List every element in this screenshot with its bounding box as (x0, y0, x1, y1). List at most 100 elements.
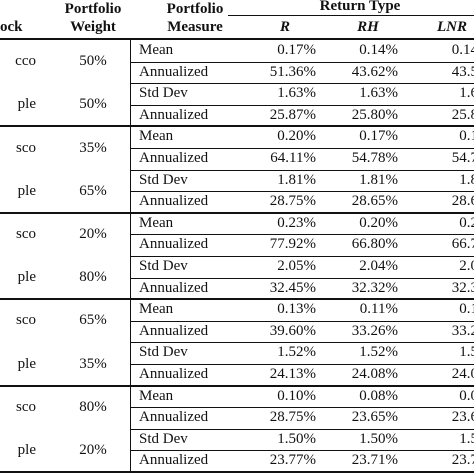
value-r: 23.77% (269, 452, 316, 469)
value-r: 1.52% (277, 344, 316, 361)
value-rh: 25.80% (351, 106, 398, 123)
value-lnr: 23.7 (451, 452, 474, 469)
header-stock: ock (0, 19, 23, 35)
portfolio-weight: 80% (79, 398, 107, 415)
measure-label: Annualized (139, 106, 209, 123)
row-rule (130, 320, 474, 322)
value-r: 25.87% (269, 106, 316, 123)
measure-column-rule (130, 40, 131, 472)
value-lnr: 0.1 (459, 301, 474, 318)
measure-label: Mean (139, 301, 174, 318)
measure-label: Annualized (139, 63, 209, 80)
value-rh: 0.08% (359, 387, 398, 404)
value-r: 0.17% (277, 42, 316, 58)
group-rule (0, 211, 474, 214)
row-rule (130, 364, 474, 365)
measure-label: Mean (139, 42, 174, 58)
value-rh: 66.80% (351, 236, 398, 253)
value-r: 64.11% (270, 150, 316, 166)
value-r: 0.20% (277, 128, 316, 145)
value-rh: 33.26% (351, 322, 398, 339)
measure-label: Std Dev (139, 258, 188, 274)
value-lnr: 66.7 (451, 236, 474, 253)
value-rh: 28.65% (351, 193, 398, 210)
header-weight-line2: Weight (70, 19, 116, 35)
portfolio-weight: 35% (79, 139, 107, 156)
value-rh: 1.52% (359, 344, 398, 361)
value-r: 28.75% (269, 409, 316, 426)
measure-label: Std Dev (139, 344, 188, 361)
value-lnr: 0.1 (459, 128, 474, 145)
value-r: 51.36% (269, 63, 316, 80)
value-rh: 0.14% (359, 42, 398, 58)
value-rh: 23.65% (351, 409, 398, 426)
value-lnr: 25.8 (451, 106, 474, 123)
value-lnr: 28.6 (451, 193, 474, 210)
measure-label: Annualized (139, 193, 209, 210)
value-r: 24.13% (269, 366, 316, 382)
return-type-underline (228, 15, 474, 16)
stock-name: cco (15, 53, 36, 70)
value-r: 77.92% (269, 236, 316, 253)
stock-name: ple (17, 441, 36, 458)
header-measure-line1: Portfolio (166, 1, 224, 17)
stock-name: sco (16, 312, 36, 329)
value-lnr: 0.0 (459, 387, 474, 404)
portfolio-weight: 65% (79, 312, 107, 329)
value-rh: 43.62% (351, 63, 398, 80)
stock-name: sco (16, 398, 36, 415)
row-rule (130, 256, 474, 257)
value-lnr: 1.5 (459, 344, 474, 361)
row-rule (130, 191, 474, 193)
value-lnr: 1.6 (459, 85, 474, 102)
row-rule (130, 428, 474, 430)
value-lnr: 32.3 (451, 279, 474, 296)
value-rh: 0.11% (359, 301, 398, 318)
value-lnr: 23.6 (451, 409, 474, 426)
measure-label: Annualized (139, 236, 209, 253)
header-measure-line2: Measure (167, 19, 223, 35)
row-rule (130, 407, 474, 409)
value-r: 1.63% (277, 85, 316, 102)
row-rule (130, 277, 474, 279)
measure-label: Annualized (139, 366, 209, 382)
stock-name: ple (17, 269, 36, 286)
measure-label: Std Dev (139, 430, 188, 447)
value-r: 0.10% (277, 387, 316, 404)
value-lnr: 24.0 (451, 366, 474, 382)
measure-label: Mean (139, 128, 174, 145)
header-weight-line1: Portfolio (64, 1, 122, 17)
header-return-type: Return Type (319, 0, 401, 14)
value-rh: 2.04% (359, 258, 398, 274)
group-rule (0, 125, 474, 128)
value-r: 39.60% (269, 322, 316, 339)
portfolio-weight: 50% (79, 96, 107, 113)
portfolio-weight: 50% (79, 53, 107, 70)
value-lnr: 43.5 (451, 63, 474, 80)
row-rule (130, 83, 474, 85)
measure-label: Std Dev (139, 171, 188, 188)
header-col-r: R (279, 19, 290, 35)
measure-label: Annualized (139, 452, 209, 469)
value-rh: 1.50% (359, 430, 398, 447)
value-lnr: 2.0 (459, 258, 474, 274)
value-lnr: 0.14 (451, 42, 474, 58)
row-rule (130, 148, 474, 149)
measure-label: Mean (139, 387, 174, 404)
group-rule (0, 471, 474, 473)
group-rule (0, 384, 474, 387)
value-rh: 32.32% (351, 279, 398, 296)
value-r: 1.50% (277, 430, 316, 447)
portfolio-weight: 35% (79, 355, 107, 372)
row-rule (130, 450, 474, 452)
value-lnr: 54.7 (451, 150, 474, 166)
value-rh: 54.78% (351, 150, 398, 166)
group-rule (0, 298, 474, 301)
measure-label: Std Dev (139, 85, 188, 102)
row-rule (130, 104, 474, 106)
row-rule (130, 342, 474, 344)
value-lnr: 33.2 (451, 322, 474, 339)
stock-name: ple (17, 96, 36, 113)
header-rule (0, 38, 474, 40)
stock-name: sco (16, 225, 36, 242)
